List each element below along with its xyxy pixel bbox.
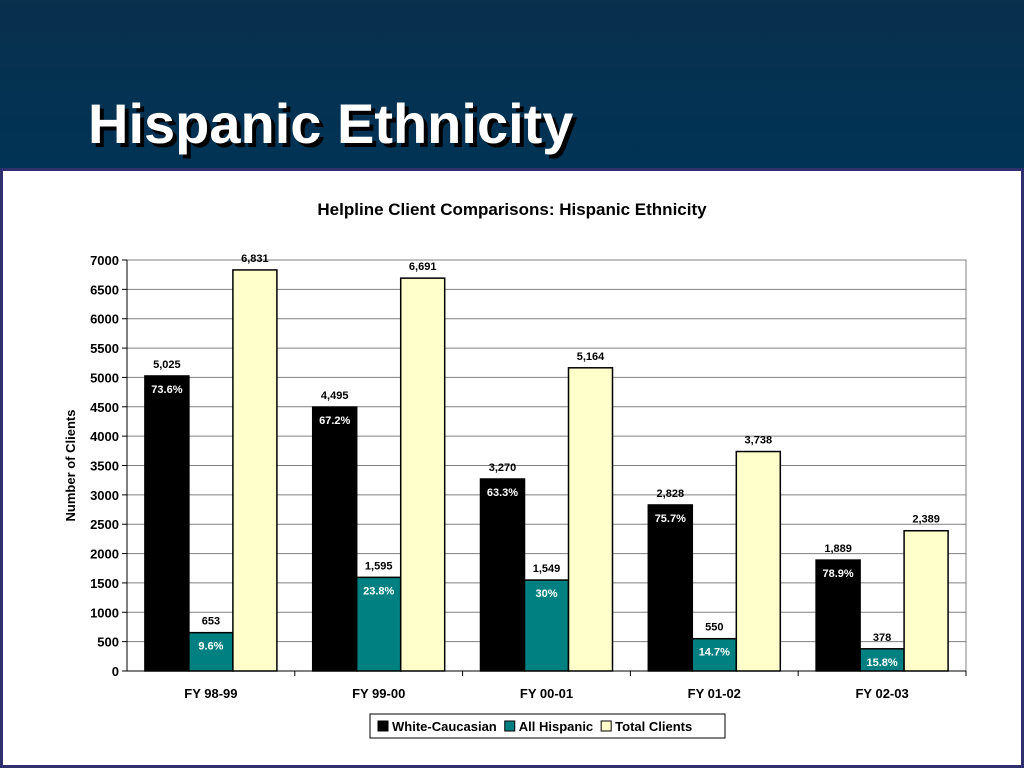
bar-total-clients (232, 269, 278, 672)
percent-label: 78.9% (822, 568, 853, 580)
percent-label: 30% (535, 588, 557, 600)
y-tick-label: 1000 (90, 605, 119, 620)
bar-white-caucasian (144, 375, 190, 672)
bar-all-hispanic (355, 576, 402, 672)
x-tick-label: FY 99-00 (352, 686, 405, 701)
y-tick-label: 5000 (90, 370, 119, 385)
percent-label: 75.7% (655, 513, 686, 525)
data-label: 378 (873, 632, 891, 644)
y-tick-label: 500 (97, 635, 119, 650)
data-label: 3,270 (489, 462, 517, 474)
bar-all-hispanic (188, 631, 234, 672)
percent-label: 15.8% (866, 657, 897, 669)
data-label: 5,164 (577, 351, 605, 363)
data-label: 2,389 (912, 514, 940, 526)
x-tick-label: FY 01-02 (688, 686, 741, 701)
chart-title: Helpline Client Comparisons: Hispanic Et… (317, 200, 707, 219)
x-tick-label: FY 00-01 (520, 686, 573, 701)
bar-total-clients (735, 450, 782, 672)
data-label: 2,828 (657, 488, 685, 500)
data-label: 653 (202, 616, 220, 628)
data-label: 1,889 (824, 543, 852, 555)
percent-label: 9.6% (198, 641, 223, 653)
data-label: 5,025 (153, 359, 181, 371)
data-label: 1,595 (365, 560, 393, 572)
legend-label: White-Caucasian (392, 719, 497, 734)
bar-total-clients (567, 367, 614, 672)
legend-swatch (504, 720, 516, 732)
legend-swatch (377, 720, 389, 732)
data-label: 3,738 (745, 435, 773, 447)
slide-title: Hispanic Ethnicity (88, 92, 574, 155)
percent-label: 23.8% (363, 585, 394, 597)
percent-label: 73.6% (151, 384, 182, 396)
percent-label: 14.7% (699, 647, 730, 659)
chart-panel: Helpline Client Comparisons: Hispanic Et… (0, 168, 1024, 768)
y-tick-label: 5500 (90, 341, 119, 356)
data-label: 6,831 (241, 253, 269, 265)
y-tick-label: 3500 (90, 459, 119, 474)
y-tick-label: 4500 (90, 400, 119, 415)
bar-white-caucasian (311, 406, 358, 672)
data-label: 6,691 (409, 261, 437, 273)
legend-label: Total Clients (615, 719, 692, 734)
y-tick-label: 7000 (90, 253, 119, 268)
bar-white-caucasian (647, 504, 694, 672)
slide-header: Hispanic Ethnicity (0, 0, 1024, 168)
data-label: 1,549 (533, 563, 561, 575)
bar-chart: Helpline Client Comparisons: Hispanic Et… (63, 200, 967, 739)
bar-total-clients (903, 529, 949, 672)
x-tick-label: FY 98-99 (184, 686, 237, 701)
y-tick-label: 2500 (90, 517, 119, 532)
bar-white-caucasian (815, 559, 861, 672)
y-tick-label: 3000 (90, 488, 119, 503)
x-tick-label: FY 02-03 (855, 686, 908, 701)
data-label: 550 (705, 622, 723, 634)
legend-swatch (600, 720, 612, 732)
y-axis-label: Number of Clients (63, 410, 78, 522)
percent-label: 63.3% (487, 487, 518, 499)
bar-white-caucasian (479, 478, 526, 672)
data-label: 4,495 (321, 390, 349, 402)
legend (369, 713, 726, 739)
bar-total-clients (399, 277, 446, 672)
percent-label: 67.2% (319, 415, 350, 427)
y-tick-label: 1500 (90, 576, 119, 591)
legend-label: All Hispanic (519, 719, 593, 734)
y-tick-label: 0 (112, 664, 119, 679)
y-tick-label: 4000 (90, 429, 119, 444)
y-tick-label: 2000 (90, 547, 119, 562)
y-tick-label: 6000 (90, 312, 119, 327)
bar-all-hispanic (691, 637, 738, 672)
y-tick-label: 6500 (90, 282, 119, 297)
